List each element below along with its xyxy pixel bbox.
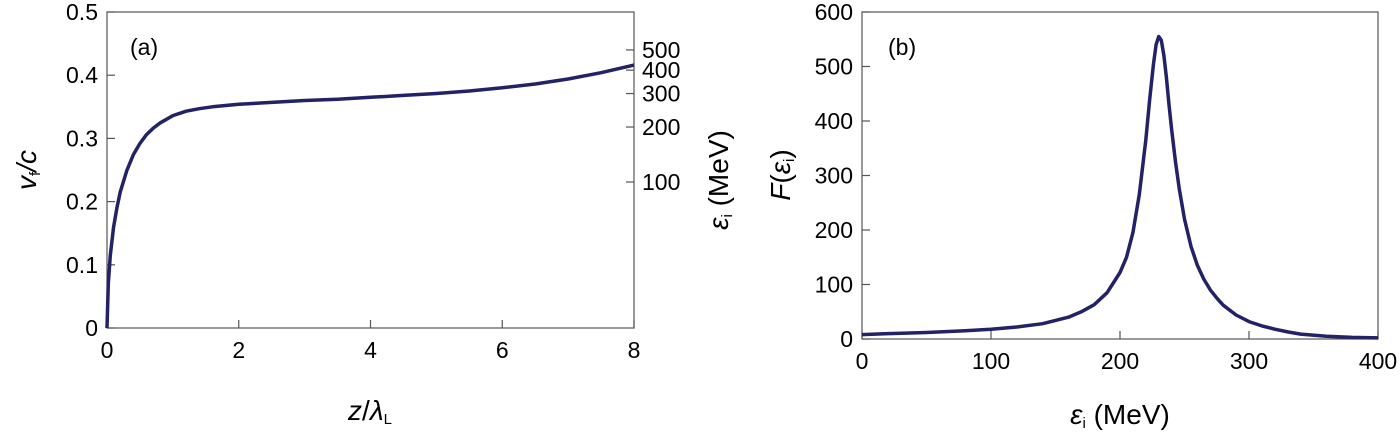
panel-a-y-tick-label: 0.2 (66, 189, 98, 215)
panel-a-x-tick-label: 8 (628, 337, 641, 363)
panel-a-y-tick-label: 0.1 (66, 252, 98, 278)
panel-b-y-tick-label: 100 (815, 272, 853, 298)
panel-a-x-tick-label: 6 (496, 337, 509, 363)
panel-b-x-tick-label: 100 (972, 348, 1010, 374)
panel-a-y-ticks: 0 0.1 0.2 0.3 0.4 0.5 (66, 0, 115, 341)
panel-b-y-ticks: 0 100 200 300 400 500 600 (815, 0, 870, 352)
panel-a-x-tick-label: 2 (232, 337, 245, 363)
panel-b-x-tick-label: 0 (856, 348, 869, 374)
panel-a-label: (a) (130, 34, 158, 60)
panel-a-x-tick-label: 4 (364, 337, 377, 363)
panel-b-x-axis-label: εi (MeV) (1070, 399, 1170, 432)
panel-b-label: (b) (888, 34, 916, 60)
panel-b: 0 100 200 300 400 0 100 200 300 400 500 600 (b) εi… (765, 0, 1397, 432)
panel-a-right-axis-label: εi (MeV) (703, 130, 736, 230)
panel-a-series-line (105, 63, 635, 329)
panel-a-y-tick-label: 0.5 (66, 0, 98, 25)
panel-b-frame (861, 11, 1379, 340)
panel-b-y-tick-label: 400 (815, 108, 853, 134)
panel-b-x-tick-label: 400 (1359, 348, 1397, 374)
panel-a-right-tick-label: 500 (642, 37, 680, 63)
panel-b-y-tick-label: 200 (815, 217, 853, 243)
panel-a-y-axis-label: vf/c (11, 150, 44, 190)
panel-b-x-ticks: 0 100 200 300 400 (856, 331, 1397, 374)
panel-a-y-tick-label: 0.3 (66, 125, 98, 151)
panel-a-right-tick-label: 400 (642, 57, 680, 83)
panel-b-y-tick-label: 600 (815, 0, 853, 25)
panel-a-y-tick-label: 0 (85, 315, 98, 341)
panel-b-y-tick-label: 300 (815, 163, 853, 189)
panel-a-right-tick-label: 200 (642, 114, 680, 140)
panel-b-y-axis-label: F(εi) (765, 149, 798, 200)
panel-b-x-tick-label: 200 (1101, 348, 1139, 374)
panel-b-y-tick-label: 0 (840, 326, 853, 352)
panel-a-x-ticks: 0 2 4 6 8 (101, 320, 641, 363)
panel-a-x-axis-label: z/λL (347, 395, 392, 428)
panel-a-x-tick-label: 0 (101, 337, 114, 363)
panel-a-right-tick-label: 100 (642, 169, 680, 195)
panel-a-y-tick-label: 0.4 (66, 62, 98, 88)
panel-b-y-tick-label: 500 (815, 54, 853, 80)
panel-b-series-line (861, 34, 1379, 340)
panel-b-x-tick-label: 300 (1230, 348, 1268, 374)
panel-a-right-tick-label: 300 (642, 81, 680, 107)
panel-a-frame (106, 11, 635, 329)
